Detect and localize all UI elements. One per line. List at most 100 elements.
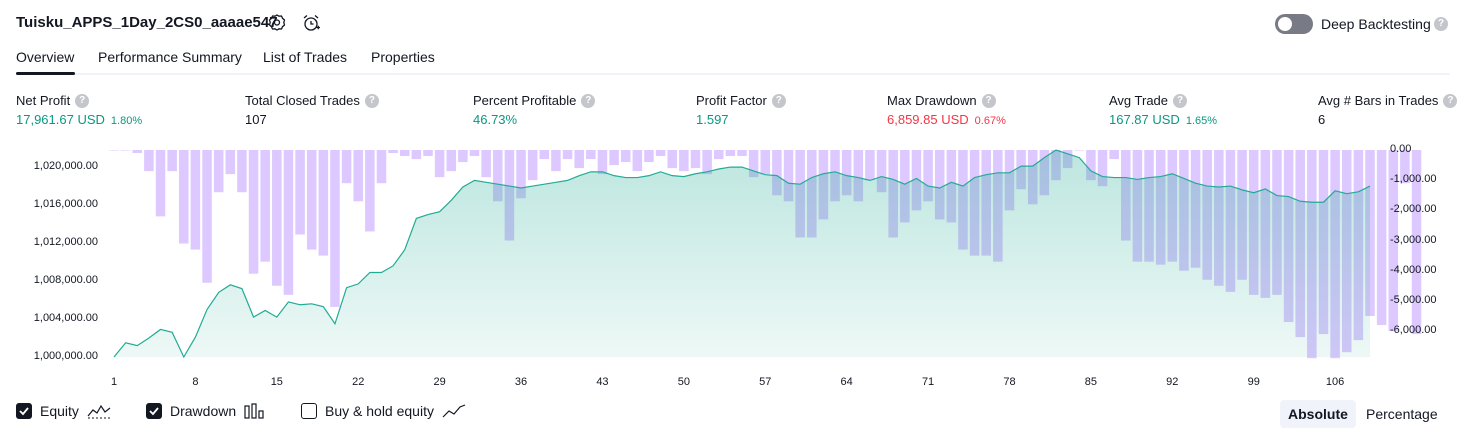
- equity-line-icon: [87, 404, 111, 419]
- drawdown-bar: [388, 150, 398, 154]
- drawdown-bar: [237, 150, 247, 193]
- drawdown-bar: [469, 150, 480, 157]
- equity-area: [114, 150, 1370, 357]
- metric-label: Profit Factor: [696, 93, 767, 108]
- metric-label: Avg Trade: [1109, 93, 1169, 108]
- x-axis-tick: 92: [1166, 376, 1179, 388]
- help-icon[interactable]: ?: [771, 93, 786, 108]
- drawdown-bar: [458, 150, 468, 163]
- drawdown-bar: [644, 150, 654, 163]
- legend-drawdown[interactable]: Drawdown: [146, 403, 264, 419]
- drawdown-bar: [516, 150, 526, 199]
- drawdown-bar: [132, 150, 143, 154]
- tab-performance-summary[interactable]: Performance Summary: [98, 49, 242, 65]
- drawdown-bar: [399, 150, 410, 157]
- drawdown-bar: [248, 150, 259, 274]
- tab-overview[interactable]: Overview: [16, 49, 75, 65]
- drawdown-bar: [1376, 150, 1387, 326]
- metric-avg-trade: Avg Trade? 167.87 USD 1.65%: [1109, 93, 1217, 127]
- metric-label: Total Closed Trades: [245, 93, 360, 108]
- deep-backtesting-toggle[interactable]: [1275, 14, 1313, 34]
- drawdown-bar: [365, 150, 375, 232]
- metric-net-profit: Net Profit? 17,961.67 USD 1.80%: [16, 93, 142, 127]
- equity-checkbox[interactable]: [16, 403, 32, 419]
- drawdown-bar: [679, 150, 689, 172]
- drawdown-bar: [167, 150, 177, 172]
- drawdown-bar: [562, 150, 573, 160]
- absolute-button[interactable]: Absolute: [1280, 400, 1356, 428]
- drawdown-bars-icon: [244, 403, 264, 419]
- legend-buy-hold[interactable]: Buy & hold equity: [301, 403, 466, 419]
- help-icon[interactable]: ?: [981, 93, 996, 108]
- metric-label: Net Profit: [16, 93, 71, 108]
- left-axis-tick: 1,020,000.00: [33, 160, 98, 173]
- x-axis-tick: 43: [596, 376, 609, 388]
- drawdown-bar: [283, 150, 294, 295]
- help-icon[interactable]: ?: [581, 93, 596, 108]
- strategy-title: Tuisku_APPS_1Day_2CS0_aaaae547: [16, 14, 278, 31]
- legend-buy-hold-label: Buy & hold equity: [325, 403, 434, 419]
- tab-properties[interactable]: Properties: [371, 49, 435, 65]
- drawdown-bar: [1086, 150, 1096, 181]
- drawdown-bar: [213, 150, 224, 193]
- metric-value: 167.87 USD: [1109, 112, 1180, 127]
- buy-hold-checkbox[interactable]: [301, 403, 317, 419]
- toggle-knob: [1278, 17, 1292, 31]
- drawdown-bar: [144, 150, 154, 172]
- metric-percent: 1.65%: [1185, 115, 1218, 127]
- metric-percent-profitable: Percent Profitable? 46.73%: [473, 93, 596, 127]
- help-icon[interactable]: ?: [75, 93, 90, 108]
- drawdown-bar: [923, 150, 933, 202]
- x-axis-tick: 71: [921, 376, 935, 388]
- metric-value: 6,859.85 USD: [887, 112, 969, 127]
- alarm-add-icon[interactable]: [301, 13, 321, 33]
- drawdown-bar: [493, 150, 503, 202]
- metric-percent: 1.80%: [110, 115, 143, 127]
- drawdown-bar: [190, 150, 201, 250]
- drawdown-bar: [690, 150, 701, 169]
- drawdown-bar: [481, 150, 491, 178]
- drawdown-bar: [353, 150, 363, 202]
- drawdown-bar: [841, 150, 852, 196]
- x-axis-tick: 85: [1084, 376, 1097, 388]
- drawdown-bar: [295, 150, 305, 235]
- deep-backtesting-help-icon[interactable]: ?: [1434, 17, 1448, 31]
- right-axis-tick: -4,000.00: [1390, 263, 1437, 276]
- drawdown-bar: [120, 150, 131, 151]
- check-icon: [149, 407, 159, 416]
- help-icon[interactable]: ?: [364, 93, 379, 108]
- buy-hold-line-icon: [442, 404, 466, 418]
- drawdown-bar: [1388, 150, 1399, 332]
- drawdown-bar: [702, 150, 712, 175]
- tab-list-of-trades[interactable]: List of Trades: [263, 49, 348, 65]
- left-axis-tick: 1,008,000.00: [33, 274, 98, 287]
- drawdown-bar: [341, 150, 352, 184]
- drawdown-bar: [783, 150, 794, 202]
- drawdown-checkbox[interactable]: [146, 403, 162, 419]
- metric-total-closed-trades: Total Closed Trades? 107: [245, 93, 379, 127]
- drawdown-bar: [1097, 150, 1108, 187]
- drawdown-bar: [423, 150, 433, 157]
- help-icon[interactable]: ?: [1173, 93, 1188, 108]
- help-icon[interactable]: ?: [1443, 93, 1458, 108]
- drawdown-bar: [876, 150, 887, 193]
- percentage-button[interactable]: Percentage: [1366, 406, 1438, 422]
- drawdown-bar: [772, 150, 782, 196]
- check-icon: [19, 407, 29, 416]
- settings-icon[interactable]: [267, 13, 287, 33]
- metric-value: 1.597: [696, 112, 729, 127]
- legend-drawdown-label: Drawdown: [170, 403, 237, 419]
- drawdown-bar: [1411, 150, 1422, 335]
- metric-value: 46.73%: [473, 112, 518, 127]
- drawdown-bar: [318, 150, 329, 256]
- legend-equity-label: Equity: [40, 403, 79, 419]
- x-axis-tick: 8: [192, 376, 199, 388]
- drawdown-bar: [446, 150, 457, 172]
- drawdown-bar: [655, 150, 666, 157]
- x-axis-tick: 15: [270, 376, 283, 388]
- drawdown-bar: [713, 150, 724, 160]
- metric-label: Max Drawdown: [887, 93, 977, 108]
- metric-label: Avg # Bars in Trades: [1318, 93, 1439, 108]
- legend-equity[interactable]: Equity: [16, 403, 111, 419]
